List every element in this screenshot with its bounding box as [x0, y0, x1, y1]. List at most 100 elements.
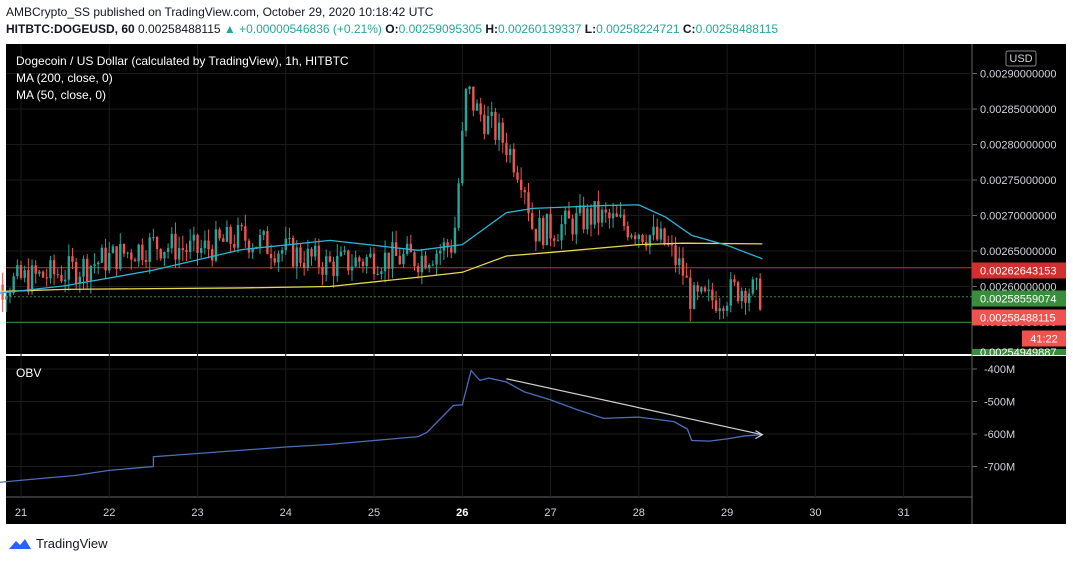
candle-body [549, 213, 552, 239]
price-label-badge [972, 262, 1066, 279]
candle-body [299, 247, 302, 263]
candle-body [409, 243, 413, 253]
candle-body [199, 248, 203, 253]
candle-body [317, 245, 321, 267]
candle-body [446, 242, 449, 248]
price-tick-label: 0.00290000000 [980, 69, 1056, 81]
candle-body [464, 89, 468, 131]
candle-body [641, 234, 644, 242]
obv-trendline[interactable] [506, 378, 763, 436]
ma50-line [0, 204, 763, 294]
candle-body [343, 250, 346, 252]
candle-body [747, 293, 751, 303]
candle-body [512, 149, 515, 173]
candle-body [457, 183, 460, 228]
price-tick-label: 0.00280000000 [980, 140, 1056, 152]
candle-body [266, 231, 269, 254]
candle-body [365, 257, 368, 266]
candle-body [578, 205, 582, 214]
candle-body [38, 271, 41, 274]
candle-body [336, 255, 339, 277]
price-label-text: 0.00258559074 [980, 294, 1056, 306]
candle-body [41, 271, 45, 278]
candle-body [523, 189, 527, 193]
candle-body [82, 258, 85, 277]
candle-body [133, 259, 137, 262]
candle-body [714, 300, 718, 311]
candle-body [519, 179, 523, 190]
time-tick-label: 22 [103, 507, 115, 519]
candle-body [428, 265, 431, 269]
candle-body [755, 278, 758, 280]
candle-body [527, 192, 530, 214]
candle-body [490, 111, 493, 116]
candle-body [229, 226, 232, 244]
candle-body [214, 229, 218, 261]
tradingview-footer[interactable]: TradingView [8, 536, 108, 551]
candle-body [615, 213, 618, 217]
candle-body [626, 225, 629, 238]
candle-body [45, 277, 48, 279]
candle-body [567, 210, 571, 219]
chart-title: Dogecoin / US Dollar (calculated by Trad… [16, 54, 349, 68]
candle-body [475, 103, 479, 111]
candle-body [137, 244, 140, 262]
candle-body [16, 265, 19, 277]
candle-body [725, 305, 729, 311]
time-tick-label: 29 [721, 507, 733, 519]
candle-body [369, 253, 372, 258]
candle-body [5, 296, 8, 300]
currency-badge[interactable] [1005, 50, 1037, 67]
candle-body [67, 256, 71, 280]
candle-body [692, 285, 696, 309]
candle-body [387, 252, 390, 269]
candle-body [60, 275, 63, 282]
candle-body [306, 248, 310, 268]
candle-body [479, 103, 482, 115]
last-price: 0.00258488115 [138, 22, 221, 36]
candle-body [424, 255, 427, 269]
candle-body [192, 234, 196, 241]
price-label-badge [972, 290, 1066, 307]
candle-body [34, 265, 37, 274]
time-tick-label: 24 [280, 507, 292, 519]
candle-body [52, 260, 56, 275]
candle-body [85, 258, 89, 281]
candle-body [685, 275, 688, 278]
candle-body [696, 285, 699, 292]
candle-body [722, 308, 725, 311]
candle-body [494, 111, 497, 140]
candle-body [240, 224, 243, 227]
bar-countdown-text: 41:22 [1030, 334, 1058, 346]
candle-body [170, 233, 173, 249]
time-tick-label: 30 [809, 507, 821, 519]
candle-body [416, 266, 420, 273]
time-tick-label: 26 [456, 507, 468, 519]
candle-body [350, 266, 354, 271]
candle-body [674, 245, 677, 266]
candle-body [12, 276, 15, 293]
candle-body [604, 209, 607, 213]
candle-body [358, 257, 361, 262]
candle-body [258, 234, 262, 247]
candle-body [497, 122, 501, 140]
candle-body [314, 245, 317, 257]
price-change: ▲ +0.00000546836 (+0.21%) [223, 22, 382, 36]
ohlc-bar: HITBTC:DOGEUSD, 60 0.00258488115 ▲ +0.00… [6, 22, 778, 36]
price-tick-label: 0.00265000000 [980, 246, 1056, 258]
candle-body [711, 289, 714, 301]
candle-body [571, 218, 574, 235]
candle-body [89, 265, 93, 281]
candle-body [663, 228, 666, 245]
candle-body [177, 248, 181, 260]
price-label-text: 0.00258488115 [980, 313, 1056, 325]
candle-body [659, 228, 663, 240]
candle-body [431, 264, 435, 266]
candle-body [166, 248, 170, 252]
candle-body [207, 240, 210, 250]
candle-body [575, 213, 578, 235]
candle-body [251, 248, 254, 253]
candle-body [608, 212, 611, 219]
candle-body [247, 240, 251, 253]
